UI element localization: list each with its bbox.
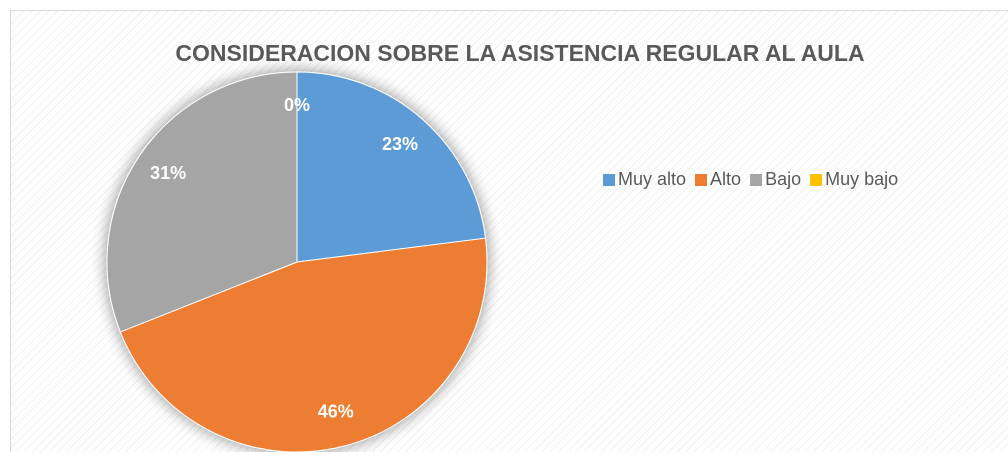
data-label: 31% xyxy=(150,163,186,183)
legend-label: Muy bajo xyxy=(825,169,898,189)
pie-slice xyxy=(296,71,487,263)
pie-slice xyxy=(106,71,298,333)
pie xyxy=(106,71,488,452)
data-label: 46% xyxy=(318,402,354,422)
legend-swatch xyxy=(810,174,823,186)
legend-label: Alto xyxy=(710,169,741,189)
legend-swatch xyxy=(695,174,708,186)
legend-label: Muy alto xyxy=(618,169,686,189)
legend-swatch xyxy=(603,174,615,186)
chart-title: CONSIDERACION SOBRE LA ASISTENCIA REGULA… xyxy=(175,40,864,66)
data-label: 0% xyxy=(284,95,310,115)
legend-label: Bajo xyxy=(765,169,801,189)
legend-swatch xyxy=(750,174,763,186)
data-label: 23% xyxy=(382,134,418,154)
pie-slice xyxy=(119,237,488,452)
